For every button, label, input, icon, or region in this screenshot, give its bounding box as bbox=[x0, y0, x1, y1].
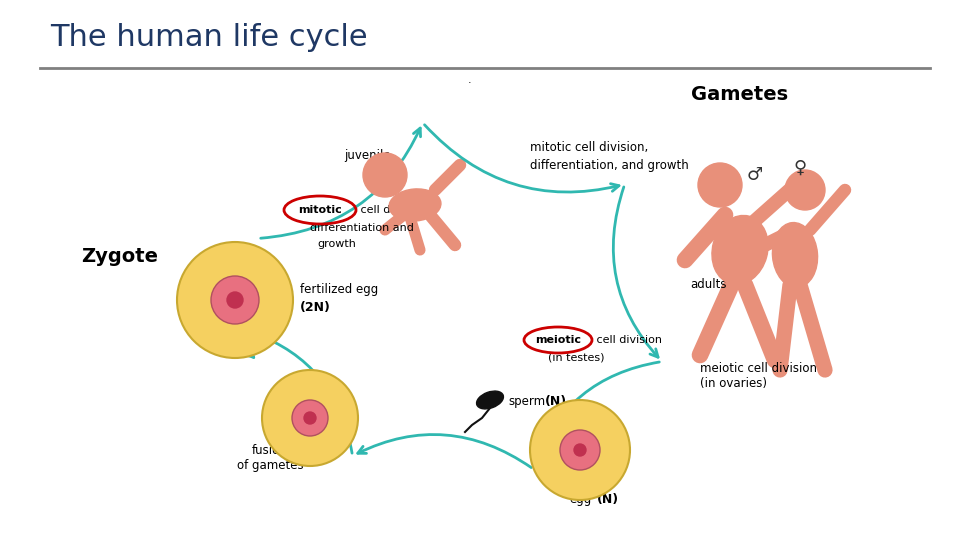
Text: fertilized egg: fertilized egg bbox=[300, 284, 378, 296]
Text: Gametes: Gametes bbox=[691, 85, 788, 104]
Circle shape bbox=[574, 444, 586, 456]
Text: (N): (N) bbox=[545, 395, 567, 408]
Circle shape bbox=[363, 153, 407, 197]
Text: (2N): (2N) bbox=[300, 300, 331, 314]
Ellipse shape bbox=[712, 215, 768, 285]
Text: mitotic: mitotic bbox=[299, 205, 342, 215]
Text: (in testes): (in testes) bbox=[548, 352, 605, 362]
Text: meiotic: meiotic bbox=[535, 335, 581, 345]
Text: egg: egg bbox=[569, 494, 591, 507]
Text: mitotic cell division,: mitotic cell division, bbox=[530, 141, 648, 154]
Text: cell division,: cell division, bbox=[357, 205, 429, 215]
Text: The human life cycle: The human life cycle bbox=[50, 24, 368, 52]
Text: growth: growth bbox=[317, 239, 356, 249]
Ellipse shape bbox=[389, 189, 441, 221]
Circle shape bbox=[227, 292, 243, 308]
Circle shape bbox=[530, 400, 630, 500]
Circle shape bbox=[698, 163, 742, 207]
Text: juvenile: juvenile bbox=[345, 148, 392, 161]
Circle shape bbox=[211, 276, 259, 324]
Ellipse shape bbox=[773, 222, 818, 287]
Text: differentiation, and growth: differentiation, and growth bbox=[530, 159, 688, 172]
Circle shape bbox=[560, 430, 600, 470]
Circle shape bbox=[292, 400, 328, 436]
Circle shape bbox=[785, 170, 825, 210]
Text: (N): (N) bbox=[597, 494, 619, 507]
Circle shape bbox=[304, 412, 316, 424]
Circle shape bbox=[262, 370, 358, 466]
Text: ♂: ♂ bbox=[747, 166, 763, 184]
Text: (in ovaries): (in ovaries) bbox=[700, 377, 767, 390]
Text: of gametes: of gametes bbox=[237, 458, 303, 471]
Text: sperm: sperm bbox=[508, 395, 545, 408]
Ellipse shape bbox=[476, 391, 503, 409]
Text: meiotic cell division: meiotic cell division bbox=[700, 361, 817, 375]
Circle shape bbox=[177, 242, 293, 358]
Text: adults: adults bbox=[690, 279, 727, 292]
Text: ♀: ♀ bbox=[793, 159, 806, 177]
Text: Zygote: Zygote bbox=[82, 247, 158, 266]
Text: differentiation and: differentiation and bbox=[310, 223, 414, 233]
Text: .: . bbox=[468, 75, 471, 85]
Text: fusion: fusion bbox=[252, 443, 288, 456]
Text: cell division: cell division bbox=[593, 335, 662, 345]
